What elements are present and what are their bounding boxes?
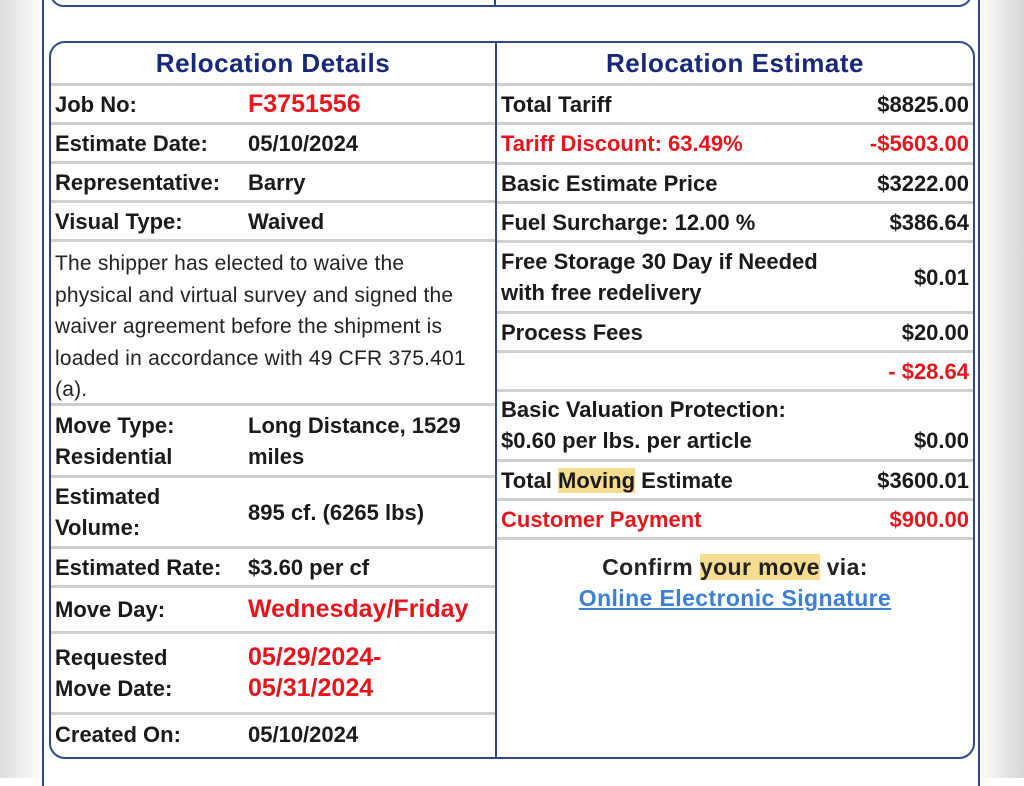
details-heading: Relocation Details bbox=[51, 43, 495, 86]
basic-price-label: Basic Estimate Price bbox=[501, 170, 718, 196]
confirm-post: via: bbox=[819, 554, 868, 580]
move-day-row: Move Day: Wednesday/Friday bbox=[51, 588, 495, 634]
customer-payment-row: Customer Payment $900.00 bbox=[497, 501, 973, 540]
valuation-label-line1: Basic Valuation Protection: bbox=[501, 397, 786, 422]
total-estimate-amount: $3600.01 bbox=[877, 467, 969, 493]
requested-date-label: Requested Move Date: bbox=[55, 642, 248, 704]
column-divider bbox=[495, 43, 497, 757]
estimate-date-row: Estimate Date: 05/10/2024 bbox=[51, 125, 495, 164]
page-frame bbox=[42, 0, 980, 786]
fuel-row: Fuel Surcharge: 12.00 % $386.64 bbox=[497, 204, 973, 243]
valuation-label: Basic Valuation Protection: $0.60 per lb… bbox=[501, 394, 914, 456]
total-tariff-label: Total Tariff bbox=[501, 91, 612, 117]
created-label: Created On: bbox=[55, 721, 181, 747]
valuation-row: Basic Valuation Protection: $0.60 per lb… bbox=[497, 392, 973, 462]
relocation-details: Relocation Details Job No: F3751556 Esti… bbox=[51, 43, 495, 757]
representative-value: Barry bbox=[248, 169, 306, 195]
customer-payment-label: Customer Payment bbox=[501, 506, 702, 532]
customer-payment-amount: $900.00 bbox=[889, 506, 969, 532]
process-fees-amount: $20.00 bbox=[901, 319, 969, 345]
move-type-value: Long Distance, 1529 miles bbox=[248, 410, 495, 472]
total-estimate-label: Total Moving Estimate bbox=[501, 465, 877, 496]
requested-date-row: Requested Move Date: 05/29/2024- 05/31/2… bbox=[51, 634, 495, 715]
visual-type-row: Visual Type: Waived bbox=[51, 203, 495, 242]
job-no-label: Job No: bbox=[55, 91, 137, 117]
relocation-panel: Relocation Details Job No: F3751556 Esti… bbox=[49, 41, 975, 759]
confirm-pre: Confirm bbox=[602, 554, 700, 580]
rate-row: Estimated Rate: $3.60 per cf bbox=[51, 549, 495, 588]
job-no-row: Job No: F3751556 bbox=[51, 86, 495, 125]
estimate-date-value: 05/10/2024 bbox=[248, 130, 359, 156]
created-row: Created On: 05/10/2024 bbox=[51, 715, 495, 753]
volume-label-line1: Estimated bbox=[55, 484, 161, 509]
discount-amount: -$5603.00 bbox=[869, 131, 969, 156]
relocation-estimate: Relocation Estimate Total Tariff $8825.0… bbox=[497, 43, 973, 757]
total-estimate-row: Total Moving Estimate $3600.01 bbox=[497, 462, 973, 501]
requested-value-line1: 05/29/2024- bbox=[248, 643, 382, 671]
page-shadow-right bbox=[978, 0, 1024, 778]
previous-section-divider bbox=[494, 0, 496, 5]
storage-label-line2: with free redelivery bbox=[501, 280, 702, 305]
total-tariff-amount: $8825.00 bbox=[877, 91, 969, 117]
requested-value-line2: 05/31/2024 bbox=[248, 674, 374, 702]
confirm-highlight: your move bbox=[699, 554, 820, 580]
move-day-label: Move Day: bbox=[55, 597, 166, 622]
move-type-row: Move Type: Residential Long Distance, 15… bbox=[51, 406, 495, 478]
rate-value: $3.60 per cf bbox=[248, 554, 370, 580]
volume-value: 895 cf. (6265 lbs) bbox=[248, 499, 425, 525]
discount-label: Tariff Discount: 63.49% bbox=[501, 131, 743, 156]
total-label-pre: Total bbox=[501, 467, 559, 493]
electronic-signature-link[interactable]: Online Electronic Signature bbox=[578, 585, 892, 611]
created-value: 05/10/2024 bbox=[248, 721, 359, 747]
volume-row: Estimated Volume: 895 cf. (6265 lbs) bbox=[51, 478, 495, 549]
total-label-highlight: Moving bbox=[558, 467, 636, 493]
move-type-value-line1: Long Distance, 1529 bbox=[248, 412, 461, 438]
move-type-label-line2: Residential bbox=[55, 443, 173, 469]
volume-label-line2: Volume: bbox=[55, 515, 141, 540]
adjustment-row: - $28.64 bbox=[497, 353, 973, 392]
visual-type-value: Waived bbox=[248, 208, 325, 234]
process-fees-row: Process Fees $20.00 bbox=[497, 314, 973, 353]
estimate-heading: Relocation Estimate bbox=[497, 43, 973, 86]
total-label-post: Estimate bbox=[635, 467, 733, 493]
discount-row: Tariff Discount: 63.49% -$5603.00 bbox=[497, 125, 973, 165]
volume-label: Estimated Volume: bbox=[55, 481, 248, 543]
requested-date-value: 05/29/2024- 05/31/2024 bbox=[248, 642, 495, 704]
basic-price-amount: $3222.00 bbox=[877, 170, 969, 196]
valuation-amount: $0.00 bbox=[913, 428, 969, 453]
job-no-value: F3751556 bbox=[248, 89, 361, 118]
waiver-note: The shipper has elected to waive the phy… bbox=[51, 242, 495, 406]
move-day-value: Wednesday/Friday bbox=[248, 595, 469, 623]
confirm-text: Confirm your move via: bbox=[497, 552, 973, 582]
representative-row: Representative: Barry bbox=[51, 164, 495, 203]
representative-label: Representative: bbox=[55, 169, 221, 195]
storage-label: Free Storage 30 Day if Needed with free … bbox=[501, 246, 914, 308]
move-type-label: Move Type: Residential bbox=[55, 410, 248, 472]
basic-price-row: Basic Estimate Price $3222.00 bbox=[497, 165, 973, 204]
valuation-label-line2: $0.60 per lbs. per article bbox=[501, 428, 752, 453]
requested-label-line2: Move Date: bbox=[55, 676, 173, 701]
storage-label-line1: Free Storage 30 Day if Needed bbox=[501, 249, 818, 274]
previous-section-box bbox=[50, 0, 972, 7]
total-tariff-row: Total Tariff $8825.00 bbox=[497, 86, 973, 125]
visual-type-label: Visual Type: bbox=[55, 208, 183, 234]
estimate-date-label: Estimate Date: bbox=[55, 130, 208, 156]
fuel-amount: $386.64 bbox=[889, 209, 969, 235]
fuel-label: Fuel Surcharge: 12.00 % bbox=[501, 209, 756, 235]
rate-label: Estimated Rate: bbox=[55, 554, 222, 580]
process-fees-label: Process Fees bbox=[501, 319, 643, 345]
storage-row: Free Storage 30 Day if Needed with free … bbox=[497, 243, 973, 314]
adjustment-amount: - $28.64 bbox=[888, 358, 969, 384]
move-type-value-line2: miles bbox=[248, 443, 305, 469]
page-shadow-left bbox=[0, 0, 42, 778]
storage-amount: $0.01 bbox=[913, 264, 969, 290]
requested-label-line1: Requested bbox=[55, 645, 168, 670]
confirm-section: Confirm your move via: Online Electronic… bbox=[497, 540, 973, 614]
move-type-label-line1: Move Type: bbox=[55, 412, 175, 438]
